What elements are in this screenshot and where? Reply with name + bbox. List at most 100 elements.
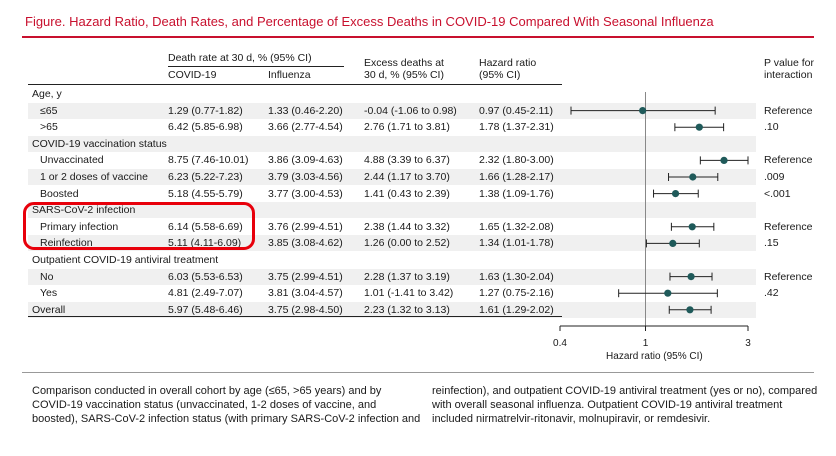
excess-deaths: 2.44 (1.17 to 3.70) <box>364 171 450 183</box>
header-influenza: Influenza <box>268 69 311 81</box>
p-value: Reference <box>764 154 813 167</box>
caption-right: reinfection), and outpatient COVID-19 an… <box>432 385 818 425</box>
forest-plot: 0.4 1 3 Hazard ratio (95% CI) <box>553 92 751 362</box>
hr-point <box>687 273 695 281</box>
hazard-ratio: 1.34 (1.01-1.78) <box>479 237 554 250</box>
influenza-death-rate: 3.79 (3.03-4.56) <box>268 171 343 183</box>
header-excess-line2: 30 d, % (95% CI) <box>364 69 444 81</box>
excess-deaths: 2.76 (1.71 to 3.81) <box>364 121 450 134</box>
table-bottom-rule <box>28 316 562 317</box>
covid-death-rate: 6.23 (5.22-7.23) <box>168 171 243 183</box>
x-tick-label: 0.4 <box>553 338 567 349</box>
hazard-ratio: 1.63 (1.30-2.04) <box>479 270 554 283</box>
influenza-death-rate: 3.75 (2.98-4.50) <box>268 303 343 316</box>
influenza-death-rate: 3.85 (3.08-4.62) <box>268 237 343 250</box>
covid-death-rate: 5.97 (5.48-6.46) <box>168 303 243 316</box>
row-label: Primary infection <box>40 220 119 233</box>
x-tick-label: 1 <box>643 338 649 349</box>
header-hr-line2: (95% CI) <box>479 69 521 81</box>
hazard-ratio: 1.65 (1.32-2.08) <box>479 220 554 233</box>
excess-deaths: -0.04 (-1.06 to 0.98) <box>364 104 457 117</box>
highlight-annotation <box>23 202 255 250</box>
hr-point <box>669 239 677 247</box>
excess-deaths: 2.28 (1.37 to 3.19) <box>364 270 450 283</box>
section-label: Outpatient COVID-19 antiviral treatment <box>32 254 219 266</box>
header-bottom-rule <box>28 84 562 85</box>
row-shading <box>28 169 756 185</box>
hr-point <box>664 289 672 297</box>
excess-deaths: 1.01 (-1.41 to 3.42) <box>364 287 454 300</box>
p-value: .10 <box>764 121 779 134</box>
row-shading <box>28 102 756 119</box>
p-value: Reference <box>764 270 813 283</box>
influenza-death-rate: 3.66 (2.77-4.54) <box>268 121 343 134</box>
hr-point <box>720 156 728 164</box>
section-label: SARS-CoV-2 infection <box>32 204 136 217</box>
row-label: 1 or 2 doses of vaccine <box>40 171 148 183</box>
hr-point <box>671 190 680 198</box>
hazard-ratio: 1.66 (1.28-2.17) <box>479 171 554 183</box>
row-shading <box>28 301 756 318</box>
header-hr-line1: Hazard ratio <box>479 57 537 69</box>
caption-left: Comparison conducted in overall cohort b… <box>32 385 421 425</box>
p-value: <.001 <box>764 187 791 200</box>
p-value: .42 <box>764 287 779 300</box>
header-excess-line1: Excess deaths at <box>364 57 444 69</box>
influenza-death-rate: 3.75 (2.99-4.51) <box>268 270 343 283</box>
header-death-rate-rule <box>168 66 344 67</box>
excess-deaths: 4.88 (3.39 to 6.37) <box>364 154 450 167</box>
hazard-ratio: 0.97 (0.45-2.11) <box>479 104 553 117</box>
influenza-death-rate: 3.77 (3.00-4.53) <box>268 187 343 200</box>
hazard-ratio: 2.32 (1.80-3.00) <box>479 154 554 167</box>
row-label: >65 <box>40 121 58 134</box>
hazard-ratio: 1.78 (1.37-2.31) <box>479 121 554 134</box>
excess-deaths: 2.38 (1.44 to 3.32) <box>364 220 450 233</box>
p-value: Reference <box>764 104 813 117</box>
row-shading <box>28 202 756 219</box>
influenza-death-rate: 3.81 (3.04-4.57) <box>268 287 343 300</box>
hr-point <box>639 107 647 115</box>
covid-death-rate: 4.81 (2.49-7.07) <box>168 287 243 300</box>
covid-death-rate: 6.14 (5.58-6.69) <box>168 220 243 233</box>
hr-point <box>686 306 694 314</box>
influenza-death-rate: 3.86 (3.09-4.63) <box>268 154 343 167</box>
header-covid: COVID-19 <box>168 69 217 81</box>
row-label: No <box>40 270 54 283</box>
covid-death-rate: 6.03 (5.53-6.53) <box>168 270 243 283</box>
x-axis-label: Hazard ratio (95% CI) <box>606 351 703 362</box>
caption-divider <box>22 372 814 373</box>
x-tick-label: 3 <box>745 338 751 349</box>
influenza-death-rate: 3.76 (2.99-4.51) <box>268 220 343 233</box>
excess-deaths: 1.41 (0.43 to 2.39) <box>364 187 450 200</box>
p-value: .15 <box>764 237 779 250</box>
header-death-rate: Death rate at 30 d, % (95% CI) <box>168 52 312 64</box>
header-p-line1: P value for <box>764 57 815 69</box>
p-value: .009 <box>764 171 785 183</box>
hazard-ratio: 1.38 (1.09-1.76) <box>479 187 554 200</box>
excess-deaths: 2.23 (1.32 to 3.13) <box>364 303 450 316</box>
hr-point <box>689 173 697 181</box>
row-label: Reinfection <box>40 237 93 250</box>
influenza-death-rate: 1.33 (0.46-2.20) <box>268 104 343 117</box>
header-p-line2: interaction <box>764 69 813 81</box>
row-shading <box>28 268 756 285</box>
title-bar: Figure. Hazard Ratio, Death Rates, and P… <box>22 8 814 38</box>
row-label: ≤65 <box>40 104 58 117</box>
figure-title: Figure. Hazard Ratio, Death Rates, and P… <box>25 14 714 29</box>
covid-death-rate: 1.29 (0.77-1.82) <box>168 104 243 117</box>
section-label: COVID-19 vaccination status <box>32 137 167 150</box>
excess-deaths: 1.26 (0.00 to 2.52) <box>364 237 450 250</box>
hazard-ratio: 1.61 (1.29-2.02) <box>479 303 554 316</box>
row-label: Boosted <box>40 187 79 200</box>
hr-point <box>695 123 703 131</box>
overall-label: Overall <box>32 303 66 316</box>
hazard-ratio: 1.27 (0.75-2.16) <box>479 287 554 300</box>
covid-death-rate: 8.75 (7.46-10.01) <box>168 154 249 167</box>
covid-death-rate: 5.18 (4.55-5.79) <box>168 187 243 200</box>
covid-death-rate: 6.42 (5.85-6.98) <box>168 121 243 134</box>
covid-death-rate: 5.11 (4.11-6.09) <box>168 237 242 250</box>
row-label: Unvaccinated <box>40 154 104 167</box>
row-label: Yes <box>40 287 58 300</box>
hr-point <box>688 223 696 231</box>
